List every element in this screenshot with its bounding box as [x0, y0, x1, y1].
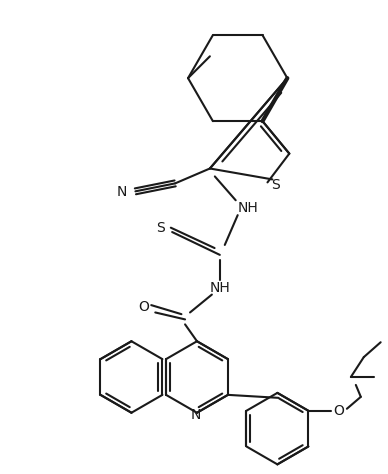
- Text: NH: NH: [237, 201, 258, 215]
- Text: N: N: [191, 408, 201, 422]
- Text: NH: NH: [210, 281, 230, 295]
- Text: S: S: [156, 221, 165, 235]
- Text: N: N: [117, 185, 128, 200]
- Text: O: O: [138, 301, 149, 314]
- Text: O: O: [334, 404, 345, 418]
- Text: S: S: [271, 178, 280, 192]
